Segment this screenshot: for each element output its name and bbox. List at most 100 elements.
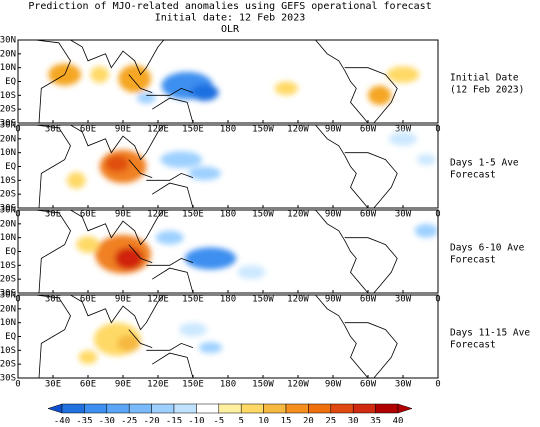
lon-label: 90W [325,295,342,305]
anomaly-blob [117,335,141,352]
colorbar-box [151,403,175,414]
lat-label: EQ [5,162,16,172]
lon-label: 30W [395,125,412,135]
panel-label: Forecast [450,255,496,266]
lon-label: 30E [45,125,61,135]
lon-label: 150W [252,295,274,305]
lon-label: 0 [15,380,20,390]
lon-label: 150E [182,380,204,390]
lat-label: 10N [0,318,16,328]
colorbar-label: 20 [303,417,314,424]
lat-label: 30N [0,206,16,216]
panel-label: Initial Date [450,73,519,84]
colorbar-label: -40 [54,417,70,424]
panel-label: (12 Feb 2023) [450,85,524,96]
lon-label: 180 [220,295,236,305]
colorbar-box [84,403,108,414]
lon-label: 120W [287,380,309,390]
lat-label: 20N [0,49,16,59]
lon-label: 60W [360,125,377,135]
lat-label: 10N [0,233,16,243]
lat-label: 20S [0,105,16,115]
lat-label: 20S [0,360,16,370]
anomaly-blob [389,131,417,146]
colorbar-label: -5 [213,417,224,424]
lat-label: 10S [0,91,16,101]
lon-label: 180 [220,125,236,135]
lat-label: 20S [0,275,16,285]
lon-label: 90W [325,210,342,220]
lon-label: 120E [147,295,169,305]
colorbar-box [240,403,264,414]
anomaly-field [67,131,436,189]
lat-label: 20S [0,190,16,200]
lat-label: EQ [5,77,16,87]
lat-label: 10S [0,261,16,271]
lon-label: 90W [325,125,342,135]
anomaly-blob [137,92,156,104]
lon-label: 0 [435,380,440,390]
colorbar-label: 40 [393,417,404,424]
lon-label: 120E [147,125,169,135]
lon-label: 60E [80,295,96,305]
colorbar-label: -30 [99,417,115,424]
anomaly-blob [198,342,223,354]
lon-label: 180 [220,210,236,220]
lon-label: 120W [287,210,309,220]
lat-label: 20N [0,134,16,144]
colorbar-box [173,403,197,414]
colorbar-end [397,403,413,414]
lat-label: EQ [5,332,16,342]
anomaly-blob [188,166,222,181]
coastline [23,40,398,123]
lat-label: 10N [0,63,16,73]
title-line: Prediction of MJO-related anomalies usin… [28,1,431,12]
anomaly-blob [184,247,237,270]
panel-label: Days 11-15 Ave [450,328,530,339]
colorbar-box [196,403,220,414]
anomaly-blob [179,322,207,337]
lon-label: 60W [360,295,377,305]
anomaly-blob [368,85,392,106]
colorbar-box [308,403,332,414]
lon-label: 30W [395,210,412,220]
lon-label: 120W [287,125,309,135]
anomaly-blob [90,66,109,83]
lon-label: 120E [147,380,169,390]
anomaly-blob [118,64,151,93]
colorbar-box [375,403,399,414]
lon-label: 150W [252,380,274,390]
colorbar-box [330,403,354,414]
anomaly-field [76,223,438,280]
coastline [23,125,398,208]
colorbar-label: 30 [348,417,359,424]
lon-label: 90E [115,380,131,390]
anomaly-blob [76,236,100,253]
colorbar-label: -25 [121,417,137,424]
colorbar-label: 35 [370,417,381,424]
lat-label: 10S [0,346,16,356]
title-line: Initial date: 12 Feb 2023 [155,13,306,24]
lat-label: 30S [0,204,16,214]
panel-label: Forecast [450,170,496,181]
lat-label: 30S [0,374,16,384]
lon-label: 30W [395,295,412,305]
lat-label: 20N [0,219,16,229]
anomaly-blob [274,81,299,96]
anomaly-blob [78,350,98,365]
lat-label: 30N [0,291,16,301]
anomaly-blob [414,223,438,238]
colorbar-box [128,403,152,414]
colorbar-box [285,403,309,414]
colorbar-label: 5 [238,417,243,424]
lon-label: 120W [287,295,309,305]
colorbar-label: -20 [143,417,159,424]
lat-label: 30N [0,121,16,131]
colorbar-label: 15 [281,417,292,424]
lat-label: 30S [0,289,16,299]
anomaly-blob [237,265,266,280]
colorbar-box [106,403,130,414]
anomaly-blob [105,155,129,173]
